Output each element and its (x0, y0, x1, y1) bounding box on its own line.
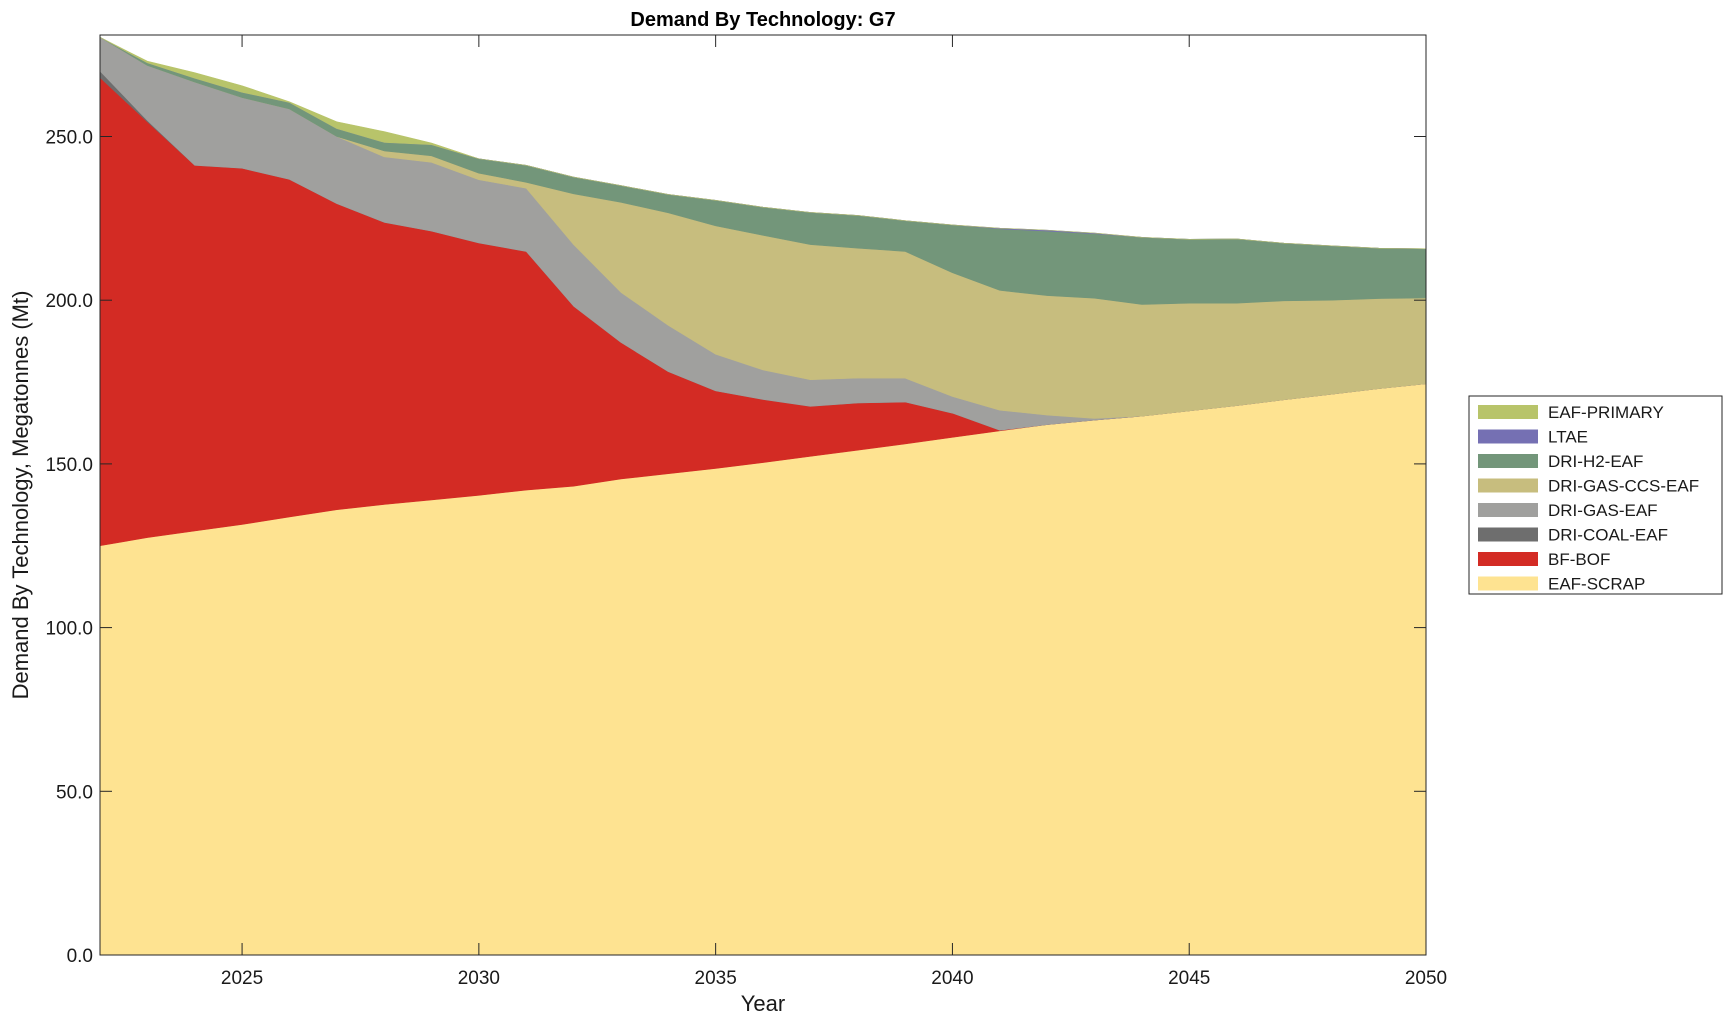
x-tick-label: 2040 (931, 968, 973, 989)
areas-layer (99, 36, 1427, 956)
y-tick-label: 100.0 (45, 619, 93, 640)
chart-title: Demand By Technology: G7 (630, 9, 895, 31)
plot-frame (99, 34, 1427, 956)
legend-swatch-dri-h2-eaf (1478, 454, 1538, 468)
y-tick-label: 150.0 (45, 455, 93, 476)
legend-swatch-dri-coal-eaf (1478, 527, 1538, 542)
legend-label-eaf-scrap: EAF-SCRAP (1548, 575, 1645, 594)
legend-label-dri-coal-eaf: DRI-COAL-EAF (1548, 526, 1668, 545)
x-tick-label: 2050 (1405, 968, 1447, 989)
y-axis-label: Demand By Technology, Megatonnes (Mt) (8, 291, 33, 700)
y-tick-label: 0.0 (67, 946, 93, 967)
legend-label-bf-bof: BF-BOF (1548, 550, 1610, 569)
ticks-layer: 2025 2030 2035 2040 2045 2050 0.0 50.0 100.0 150.… (45, 35, 1447, 989)
legend: EAF-PRIMARY LTAE DRI-H2-EAF DRI-GAS-CCS-EAF… (1468, 395, 1723, 595)
legend-swatch-bf-bof (1478, 552, 1538, 566)
x-tick-label: 2045 (1168, 968, 1210, 989)
legend-label-dri-gas-eaf: DRI-GAS-EAF (1548, 501, 1658, 520)
legend-swatch-dri-gas-ccs-eaf (1478, 478, 1538, 493)
legend-label-eaf-primary: EAF-PRIMARY (1548, 403, 1664, 422)
x-tick-label: 2035 (695, 968, 737, 989)
legend-swatch-eaf-primary (1478, 405, 1538, 419)
y-tick-label: 50.0 (56, 782, 93, 803)
legend-swatch-ltae (1478, 429, 1538, 444)
y-tick-label: 200.0 (45, 291, 93, 312)
legend-swatch-dri-gas-eaf (1478, 503, 1538, 517)
x-tick-label: 2025 (221, 968, 263, 989)
legend-label-dri-gas-ccs-eaf: DRI-GAS-CCS-EAF (1548, 477, 1699, 496)
x-tick-label: 2030 (458, 968, 500, 989)
legend-label-dri-h2-eaf: DRI-H2-EAF (1548, 452, 1643, 471)
legend-label-ltae: LTAE (1548, 428, 1588, 447)
y-tick-label: 250.0 (45, 127, 93, 148)
x-axis-label: Year (741, 991, 785, 1016)
legend-swatch-eaf-scrap (1478, 576, 1538, 591)
